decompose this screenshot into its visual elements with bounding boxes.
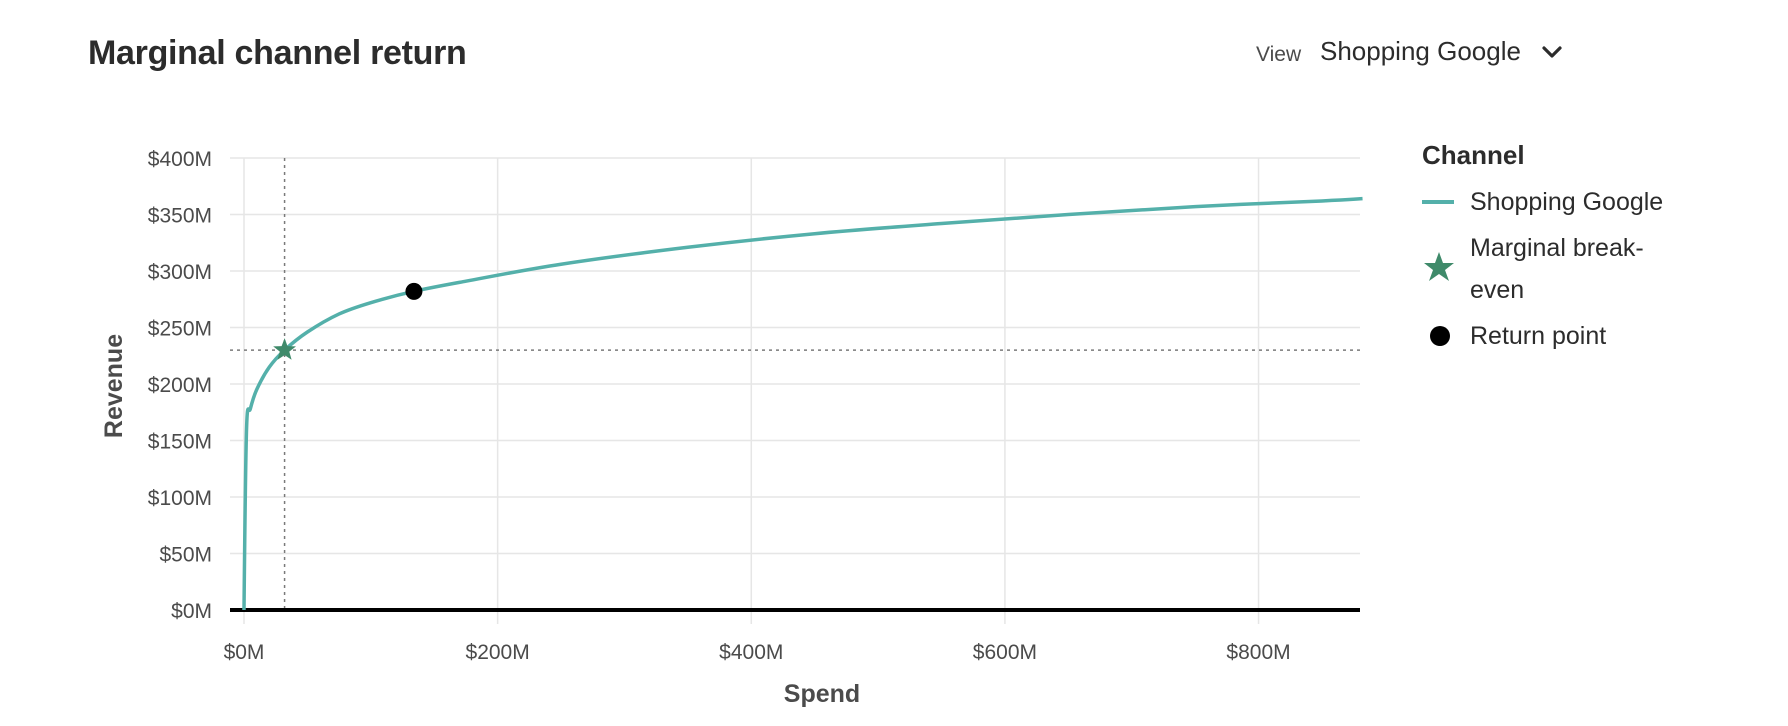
return-point-marker [405, 282, 423, 300]
y-tick-label: $350M [148, 205, 212, 228]
legend-item-return-point[interactable]: Return point [1422, 319, 1722, 353]
marginal-return-chart: $0M $50M $100M $150M $200M $250M $300M $350M $40… [100, 148, 1363, 708]
legend-item-marginal-break-even[interactable]: Marginal break-even [1422, 227, 1722, 311]
legend-title: Channel [1422, 140, 1525, 170]
x-tick-label: $600M [973, 641, 1037, 664]
legend-item-label: Marginal break-even [1470, 234, 1644, 304]
y-tick-label: $50M [159, 544, 212, 567]
legend-item-label: Shopping Google [1470, 188, 1664, 216]
y-tick-label: $100M [148, 487, 212, 510]
y-tick-label: $200M [148, 374, 212, 397]
x-tick-label: $400M [719, 641, 783, 664]
view-label: View [1256, 43, 1302, 66]
y-tick-label: $400M [148, 148, 212, 171]
y-tick-label: $150M [148, 431, 212, 454]
view-picker[interactable]: Shopping Google [1320, 36, 1565, 67]
y-axis-label: Revenue [100, 334, 128, 438]
x-tick-label: $800M [1226, 641, 1290, 664]
line-swatch-icon [1422, 185, 1456, 219]
y-tick-label: $250M [148, 318, 212, 341]
page-title: Marginal channel return [88, 34, 467, 72]
legend-item-shopping-google[interactable]: Shopping Google [1422, 185, 1722, 219]
x-tick-label: $0M [224, 641, 265, 664]
star-icon [1422, 227, 1456, 311]
series-line-shopping-google [242, 196, 1363, 611]
x-axis-label: Spend [784, 680, 860, 708]
y-tick-label: $300M [148, 261, 212, 284]
marginal-break-even-marker [273, 338, 296, 360]
chevron-down-icon [1539, 39, 1565, 65]
legend: Channel Shopping Google Marginal break-e… [1422, 140, 1722, 361]
x-tick-label: $200M [466, 641, 530, 664]
view-picker-value: Shopping Google [1320, 36, 1521, 66]
circle-icon [1422, 319, 1456, 353]
legend-item-label: Return point [1470, 322, 1607, 350]
y-tick-label: $0M [171, 600, 212, 623]
